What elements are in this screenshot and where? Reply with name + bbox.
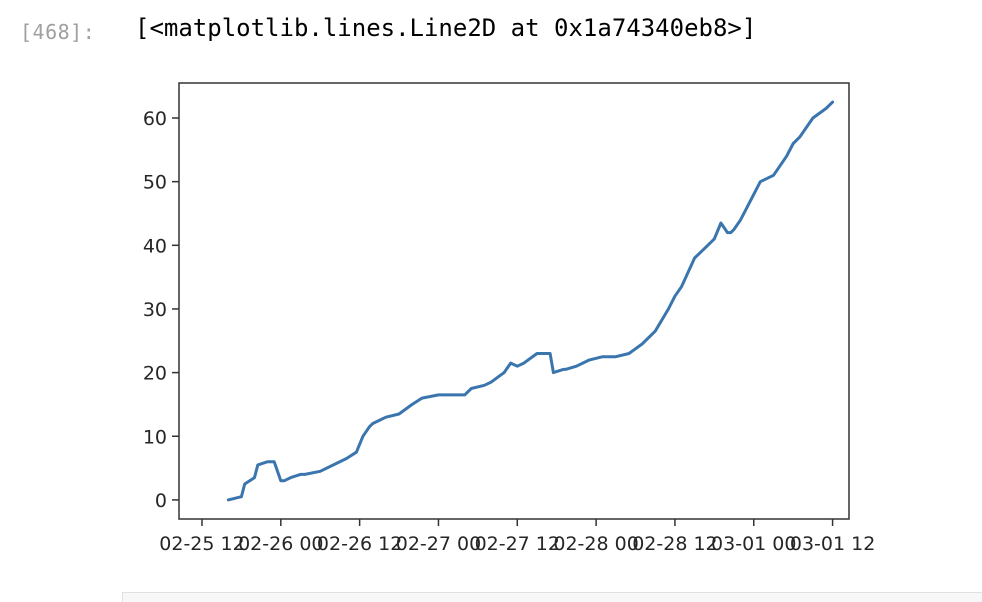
y-axis: 0 10 20 30 40 50 60 (143, 108, 179, 512)
x-tick-label: 02-25 12 (159, 533, 244, 555)
y-tick-label: 60 (143, 108, 167, 130)
x-tick-label: 02-26 00 (238, 533, 323, 555)
y-tick-label: 0 (155, 490, 167, 512)
y-tick-label: 10 (143, 426, 167, 448)
cell-output-text: [<matplotlib.lines.Line2D at 0x1a74340eb… (135, 14, 757, 42)
x-tick-label: 02-27 00 (396, 533, 481, 555)
x-tick-label: 03-01 00 (711, 533, 796, 555)
y-tick-label: 50 (143, 172, 167, 194)
series-layer (226, 100, 835, 502)
cell-prompt: [468]: (20, 20, 96, 44)
y-tick-label: 20 (143, 363, 167, 385)
plot-area (178, 82, 850, 520)
y-tick-label: 30 (143, 299, 167, 321)
x-tick-label: 02-28 12 (632, 533, 717, 555)
y-tick-label: 40 (143, 235, 167, 257)
x-tick-label: 02-27 12 (475, 533, 560, 555)
x-tick-label: 02-28 00 (553, 533, 638, 555)
series-line (226, 100, 835, 502)
x-tick-label: 03-01 12 (790, 533, 875, 555)
x-tick-label: 02-26 12 (317, 533, 402, 555)
next-cell[interactable] (122, 592, 982, 602)
